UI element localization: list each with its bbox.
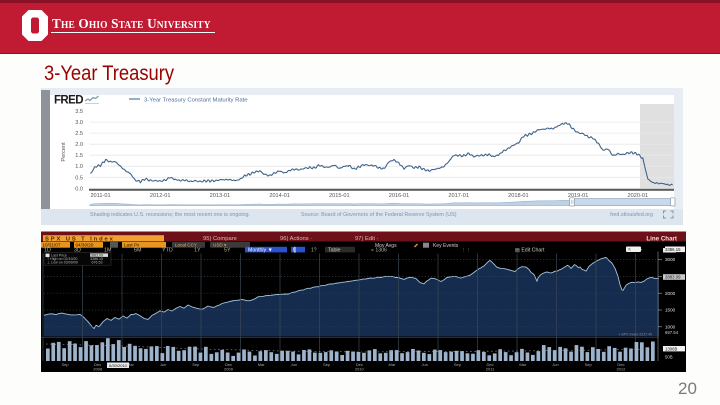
svg-text:2.5: 2.5 [75, 131, 83, 137]
svg-text:2.0: 2.0 [75, 142, 83, 148]
svg-text:2017-01: 2017-01 [448, 193, 469, 199]
svg-text:2008: 2008 [93, 366, 103, 371]
svg-text:2883.09: 2883.09 [665, 275, 681, 280]
svg-text:T High on 02/19/20: T High on 02/19/20 [47, 257, 78, 261]
svg-text:676.53: 676.53 [92, 261, 103, 265]
svg-text:2000: 2000 [665, 291, 676, 296]
svg-text:Mar: Mar [127, 362, 135, 367]
svg-text:Mar: Mar [258, 362, 266, 367]
svg-text:Local CCY: Local CCY [175, 243, 197, 248]
svg-text:2019-01: 2019-01 [568, 193, 589, 199]
svg-text:Sep: Sep [192, 362, 200, 367]
svg-text:Dec: Dec [225, 362, 232, 367]
svg-text:2883.09: 2883.09 [90, 253, 103, 257]
svg-text:Sep: Sep [323, 362, 331, 367]
svg-text:Dec: Dec [356, 362, 363, 367]
svg-text:6/30/2010: 6/30/2010 [109, 363, 128, 368]
svg-text:6M: 6M [134, 247, 142, 253]
svg-text:2011: 2011 [486, 366, 495, 371]
svg-text:Percent: Percent [61, 142, 67, 162]
svg-text:1000: 1000 [665, 324, 676, 329]
svg-text:⊥ Low on 03/09/09: ⊥ Low on 03/09/09 [47, 261, 78, 265]
svg-text:97) Edit ·: 97) Edit · [355, 236, 379, 242]
svg-text:5Y: 5Y [224, 247, 231, 253]
svg-text:Dec: Dec [94, 362, 101, 367]
svg-text:3386.15: 3386.15 [665, 247, 681, 252]
svg-text:Sep: Sep [585, 362, 593, 367]
svg-text:3.0: 3.0 [75, 120, 83, 126]
svg-text:• SPX Index 2237.40: • SPX Index 2237.40 [619, 333, 652, 337]
svg-text:2010: 2010 [355, 366, 365, 371]
svg-text:FRED: FRED [54, 95, 83, 107]
svg-text:SPX US T Index: SPX US T Index [45, 237, 115, 243]
svg-text:697.54: 697.54 [665, 330, 679, 335]
svg-text:2012-01: 2012-01 [150, 193, 171, 199]
svg-text:Mov Avgs: Mov Avgs [375, 243, 397, 249]
svg-text:⋮⋮: ⋮⋮ [461, 247, 471, 253]
svg-text:04/30/20: 04/30/20 [76, 243, 94, 248]
svg-text:I▎: I▎ [293, 246, 298, 253]
svg-text:Last Px: Last Px [124, 243, 140, 248]
svg-text:3386.15: 3386.15 [90, 257, 103, 261]
svg-text:Dec: Dec [487, 362, 494, 367]
svg-text:Jun: Jun [291, 362, 297, 367]
svg-text:Last Price: Last Price [51, 253, 67, 257]
svg-text:0.5: 0.5 [75, 175, 83, 181]
svg-text:0.0: 0.0 [75, 186, 83, 192]
svg-text:Mar: Mar [389, 362, 397, 367]
svg-text:Table: Table [328, 247, 341, 253]
svg-text:95) Compare: 95) Compare [203, 236, 237, 242]
svg-text:3-Year Treasury Constant Matur: 3-Year Treasury Constant Maturity Rate [144, 98, 248, 104]
svg-text:2015-01: 2015-01 [329, 193, 350, 199]
svg-text:Sep: Sep [454, 362, 462, 367]
svg-text:fred.stlouisfed.org: fred.stlouisfed.org [610, 212, 653, 218]
svg-text:YTD: YTD [162, 247, 173, 253]
svg-text:1.5: 1.5 [75, 153, 83, 159]
svg-text:1?: 1? [311, 247, 317, 253]
svg-text:3D: 3D [74, 247, 81, 253]
svg-text:10/31/07: 10/31/07 [43, 243, 61, 248]
svg-text:2014-01: 2014-01 [269, 193, 290, 199]
svg-text:▤ Edit Chart: ▤ Edit Chart [515, 247, 545, 253]
svg-text:2018-01: 2018-01 [508, 193, 529, 199]
svg-text:1M: 1M [104, 247, 112, 253]
svg-text:2020-01: 2020-01 [628, 193, 649, 199]
svg-text:2009: 2009 [224, 366, 234, 371]
svg-text:96) Actions ·: 96) Actions · [280, 236, 312, 242]
svg-text:1500: 1500 [665, 308, 676, 313]
svg-text:3000: 3000 [665, 257, 676, 262]
svg-text:50B: 50B [665, 355, 673, 360]
svg-text:Key Events: Key Events [433, 243, 459, 249]
svg-text:2011-01: 2011-01 [90, 193, 110, 199]
svg-text:2012: 2012 [616, 366, 626, 371]
svg-text:Dec: Dec [617, 362, 624, 367]
svg-text:1306B: 1306B [665, 346, 678, 351]
svg-text:Monthly ▼: Monthly ▼ [248, 247, 273, 253]
svg-text:Line Chart: Line Chart [646, 235, 677, 242]
svg-text:USD ▾: USD ▾ [213, 243, 227, 248]
svg-text:« 1306: « 1306 [371, 247, 387, 253]
svg-text:Source: Board of Governors of: Source: Board of Governors of the Federa… [301, 212, 457, 218]
svg-text:2013-01: 2013-01 [210, 193, 231, 199]
svg-text:2016-01: 2016-01 [389, 193, 410, 199]
svg-text:1.0: 1.0 [75, 164, 83, 170]
svg-text:Jun: Jun [421, 362, 427, 367]
svg-text:1D: 1D [44, 247, 51, 253]
svg-text:Sep: Sep [61, 362, 69, 367]
svg-text:Jun: Jun [160, 362, 166, 367]
svg-text:3.5: 3.5 [75, 109, 83, 115]
svg-text:Mar: Mar [519, 362, 527, 367]
svg-text:Jun: Jun [552, 362, 558, 367]
svg-text:1Y: 1Y [194, 247, 201, 253]
svg-text:Shading indicates U.S. recessi: Shading indicates U.S. recessions; the m… [90, 212, 250, 218]
svg-text:⇱: ⇱ [628, 247, 632, 252]
